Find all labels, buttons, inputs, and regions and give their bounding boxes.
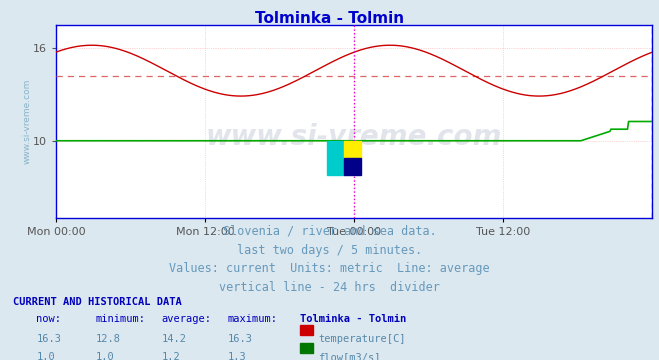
Text: Tolminka - Tolmin: Tolminka - Tolmin [255, 11, 404, 26]
Text: Tolminka - Tolmin: Tolminka - Tolmin [300, 314, 406, 324]
Text: 14.2: 14.2 [161, 334, 186, 344]
Text: Slovenia / river and sea data.: Slovenia / river and sea data. [223, 225, 436, 238]
Text: maximum:: maximum: [227, 314, 277, 324]
Text: flow[m3/s]: flow[m3/s] [318, 352, 381, 360]
Text: 1.0: 1.0 [36, 352, 55, 360]
Text: Values: current  Units: metric  Line: average: Values: current Units: metric Line: aver… [169, 262, 490, 275]
Bar [344, 141, 360, 158]
Text: www.si-vreme.com: www.si-vreme.com [206, 123, 502, 151]
Text: 1.2: 1.2 [161, 352, 180, 360]
Text: 16.3: 16.3 [36, 334, 61, 344]
Text: 1.0: 1.0 [96, 352, 114, 360]
Text: 16.3: 16.3 [227, 334, 252, 344]
Text: minimum:: minimum: [96, 314, 146, 324]
Text: 1.3: 1.3 [227, 352, 246, 360]
Text: now:: now: [36, 314, 61, 324]
Bar [344, 158, 360, 175]
Text: vertical line - 24 hrs  divider: vertical line - 24 hrs divider [219, 281, 440, 294]
Text: 12.8: 12.8 [96, 334, 121, 344]
Bar [328, 141, 344, 175]
Text: CURRENT AND HISTORICAL DATA: CURRENT AND HISTORICAL DATA [13, 297, 182, 307]
Y-axis label: www.si-vreme.com: www.si-vreme.com [22, 79, 32, 164]
Text: average:: average: [161, 314, 212, 324]
Text: last two days / 5 minutes.: last two days / 5 minutes. [237, 244, 422, 257]
Text: temperature[C]: temperature[C] [318, 334, 406, 344]
